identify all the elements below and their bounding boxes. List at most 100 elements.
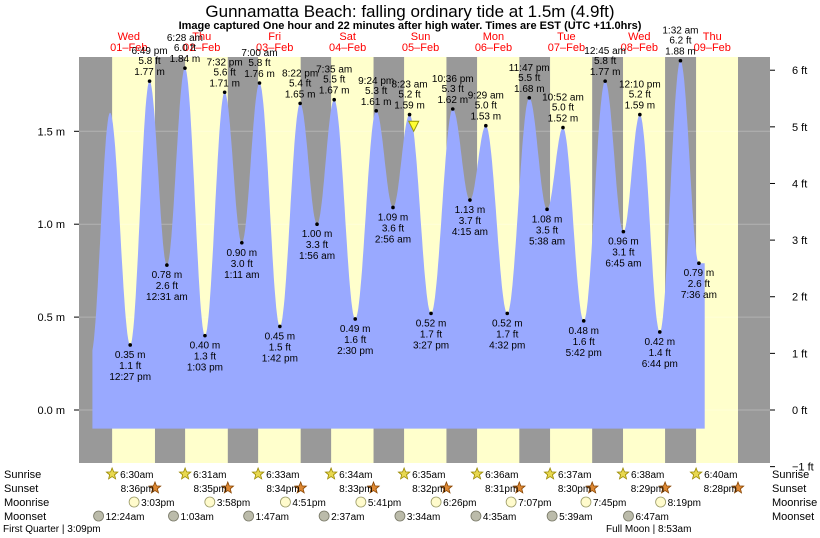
sunrise-icon [178,466,192,480]
chart-title: Gunnamatta Beach: falling ordinary tide … [205,2,615,21]
extreme-point [165,263,169,267]
extreme-feet: 5.3 ft [442,84,464,95]
day-name: Sun [411,31,431,43]
left-axis-tick-label: 1.5 m [37,126,65,138]
moonset-time: 1:03am [180,512,213,523]
extreme-time: 6:45 am [605,259,641,270]
extreme-feet: 5.2 ft [398,90,420,101]
extreme-feet: 6.0 ft [174,43,196,54]
extreme-point [450,107,455,111]
day-date: 01–Feb [110,42,147,54]
moonrise-icon [280,496,291,508]
extreme-time: 2:30 pm [337,346,373,357]
extreme-point [657,330,662,334]
extreme-feet: 3.0 ft [231,259,253,270]
extreme-feet: 3.5 ft [536,225,558,236]
sunset-time: 8:28pm [704,484,737,495]
moonrise-time: 3:58pm [217,498,250,509]
extreme-feet: 1.1 ft [119,361,141,372]
extreme-feet: 1.6 ft [573,337,595,348]
extreme-time: 1:42 pm [262,353,298,364]
extreme-point [298,101,302,106]
day-date: 04–Feb [329,42,366,54]
sunrise-icon [251,466,265,480]
right-axis-tick-label: 2 ft [792,292,807,304]
moonset-time: 3:34am [407,512,440,523]
extreme-time: 4:15 am [452,227,488,238]
day-date: 03–Feb [256,42,293,54]
sunset-time: 8:29pm [631,484,664,495]
day-name: Wed [628,31,650,43]
moonrise-time: 5:41pm [368,498,401,509]
extreme-point [697,261,701,266]
extreme-point [147,79,152,83]
right-axis-tick-label: 5 ft [792,122,807,134]
sunrise-icon [324,466,338,480]
moonset-icon [623,510,634,522]
moonset-row-label-right: Moonset [772,511,815,523]
moonrise-icon [430,496,442,508]
extreme-metres: 0.79 m [684,268,715,279]
extreme-time: 1:32 am [662,26,698,37]
sunrise-icon [689,466,703,480]
moonrise-icon [204,496,216,508]
extreme-point [581,319,586,323]
sunset-icon [366,480,381,494]
extreme-feet: 1.6 ft [344,335,366,346]
extreme-feet: 5.5 ft [323,75,345,86]
extreme-metres: 1.88 m [665,47,696,58]
extreme-time: 7:00 am [241,48,277,59]
extreme-metres: 0.49 m [340,324,371,335]
extreme-time: 12:31 am [146,292,188,303]
extreme-point [678,58,683,63]
extreme-feet: 5.8 ft [594,56,616,67]
sunrise-time: 6:30am [120,470,153,481]
extreme-point [407,112,412,117]
right-axis-tick-label: 4 ft [792,178,807,190]
extreme-point [183,66,187,70]
moonset-icon [168,510,179,522]
moonset-time: 5:39am [559,512,592,523]
right-axis-tick-label: 0 ft [792,405,807,417]
moonrise-row-label-right: Moonrise [772,497,818,509]
extreme-feet: 2.6 ft [688,279,710,290]
extreme-metres: 1.71 m [209,78,240,89]
left-axis-tick-label: 0.5 m [37,312,65,324]
moonset-icon [546,510,558,522]
extreme-metres: 1.09 m [378,212,409,223]
extreme-feet: 1.7 ft [496,329,518,340]
axes-layer: 0.0 m 0.5 m 1.0 m 1.5 m −1 ft 0 ft 1 ft 2 ft 3 f… [37,65,813,473]
day-name: Tue [557,31,576,43]
sunset-icon [439,480,454,494]
moonrise-time: 4:51pm [292,498,325,509]
moonset-row-label-left: Moonset [4,511,47,523]
moonrise-time: 6:26pm [443,498,476,509]
day-name: Wed [118,31,140,43]
sunrise-time: 6:35am [412,470,445,481]
extreme-metres: 1.84 m [170,54,201,65]
sunset-icon [221,480,235,494]
extreme-time: 12:10 pm [619,80,661,91]
extreme-point [429,311,433,316]
chart-subtitle: Image captured One hour and 22 minutes a… [178,20,642,32]
extreme-time: 1:03 pm [187,363,223,374]
extreme-feet: 5.8 ft [138,56,160,67]
moonset-time: 2:37am [331,512,364,523]
extreme-metres: 0.42 m [644,337,675,348]
extreme-metres: 0.48 m [568,326,599,337]
extreme-time: 1:56 am [299,251,335,262]
extreme-metres: 1.77 m [590,67,621,78]
extreme-time: 12:45 am [584,46,626,57]
extreme-point [353,317,358,321]
extreme-time: 8:22 pm [282,68,318,79]
right-axis-tick-label: 1 ft [792,348,807,360]
extreme-point [222,90,227,95]
sunset-time: 8:32pm [412,484,445,495]
extreme-metres: 1.67 m [319,86,350,97]
extreme-time: 12:27 pm [109,372,151,383]
extreme-point [621,229,626,234]
tide-area [92,60,705,429]
extreme-metres: 1.65 m [285,89,316,100]
current-level-marker [407,120,420,133]
extreme-time: 6:49 pm [131,46,167,57]
